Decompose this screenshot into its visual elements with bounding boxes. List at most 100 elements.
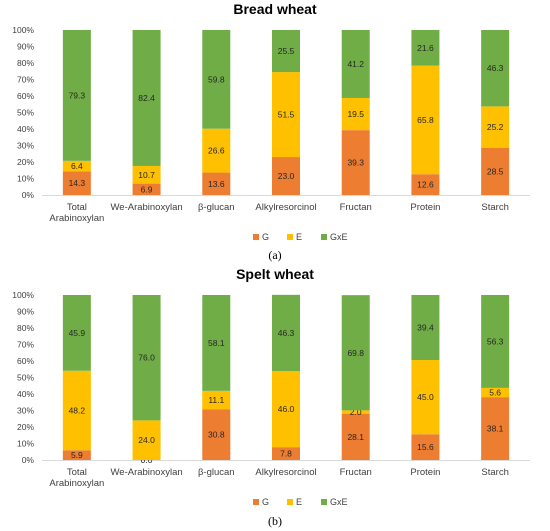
y-tick-label: 60% <box>17 356 34 366</box>
data-label-e-starch: 5.6 <box>489 388 501 398</box>
x-tick-label: Protein <box>410 202 440 213</box>
y-tick-label: 50% <box>17 373 34 383</box>
data-label-gxe-glucan: 58.1 <box>208 338 225 348</box>
bar-gxe-starch <box>481 295 510 388</box>
stacked-bar-chart-bread-wheat: 0% 10% 20% 30% 40% 50% 60% 70% 80% 90% 100% 14.3 6.4… <box>12 25 530 242</box>
bar-e-total-arabinoxylan <box>62 370 91 451</box>
data-label-e-fructan: 19.5 <box>347 109 364 119</box>
y-tick-label: 30% <box>17 406 34 416</box>
y-tick-label: 90% <box>17 42 34 52</box>
y-tick-label: 10% <box>17 439 34 449</box>
bar-g-starch <box>481 147 510 195</box>
data-label-e-total-arabinoxylan: 6.4 <box>71 161 83 171</box>
bar-g-starch <box>481 397 510 460</box>
y-tick-label: 90% <box>17 307 34 317</box>
data-label-e-glucan: 26.6 <box>208 146 225 156</box>
data-label-g-starch: 38.1 <box>487 424 504 434</box>
bar-gxe-alkylresorcinol <box>272 294 300 372</box>
data-label-e-alkylresorcinol: 51.5 <box>278 110 295 120</box>
data-label-g-total-arabinoxylan: 5.9 <box>71 450 83 460</box>
data-label-e-alkylresorcinol: 46.0 <box>278 404 295 414</box>
bar-g-glucan <box>202 409 231 460</box>
x-tick-label: Starch <box>481 202 508 213</box>
bar-gxe-glucan <box>202 30 231 129</box>
legend-swatch-g <box>253 499 259 505</box>
chart-title: Spelt wheat <box>236 266 314 282</box>
x-tick-label: β-glucan <box>198 202 235 213</box>
bar-g-alkylresorcinol <box>272 157 300 195</box>
bar-e-we-arabinoxylan <box>132 420 161 460</box>
bar-e-fructan <box>341 410 370 414</box>
data-label-g-fructan: 39.3 <box>347 158 364 168</box>
y-tick-label: 0% <box>22 455 35 465</box>
data-label-g-total-arabinoxylan: 14.3 <box>69 178 86 188</box>
bar-g-protein <box>411 174 440 195</box>
data-label-e-protein: 45.0 <box>417 392 434 402</box>
bar-g-total-arabinoxylan <box>62 450 91 460</box>
bar-gxe-fructan <box>341 295 370 411</box>
data-label-e-glucan: 11.1 <box>208 395 224 405</box>
y-tick-label: 50% <box>17 108 34 118</box>
data-label-e-we-arabinoxylan: 24.0 <box>138 435 155 445</box>
bar-e-glucan <box>202 390 231 410</box>
x-tick-label: β-glucan <box>198 467 235 478</box>
x-tick-label: Alkylresorcinol <box>255 467 316 478</box>
y-tick-label: 100% <box>12 290 34 300</box>
data-label-gxe-starch: 56.3 <box>487 336 504 346</box>
data-label-gxe-alkylresorcinol: 46.3 <box>278 328 295 338</box>
bar-gxe-starch <box>481 30 510 107</box>
legend-label-gxe: GxE <box>330 497 348 507</box>
legend-swatch-gxe <box>321 234 327 240</box>
y-tick-label: 80% <box>17 58 34 68</box>
bar-e-protein <box>411 360 440 435</box>
data-label-g-we-arabinoxylan: 6.9 <box>141 184 153 194</box>
bar-gxe-protein <box>411 295 440 361</box>
bar-gxe-fructan <box>341 30 370 98</box>
legend-swatch-e <box>287 499 293 505</box>
data-label-gxe-total-arabinoxylan: 45.9 <box>69 328 86 338</box>
data-label-g-protein: 15.6 <box>417 442 434 452</box>
x-tick-label: Total Arabinoxylan <box>49 202 104 224</box>
bar-gxe-protein <box>411 30 440 66</box>
data-label-gxe-we-arabinoxylan: 76.0 <box>138 353 155 363</box>
bar-e-we-arabinoxylan <box>132 165 161 184</box>
data-label-g-fructan: 28.1 <box>347 432 364 442</box>
stacked-bar-chart-spelt-wheat: 0% 10% 20% 30% 40% 50% 60% 70% 80% 90% 100% 5.9 48.2… <box>12 290 530 507</box>
bar-e-alkylresorcinol <box>272 72 300 158</box>
data-label-g-glucan: 13.6 <box>208 179 225 189</box>
x-tick-label: Protein <box>410 467 440 478</box>
y-tick-label: 60% <box>17 91 34 101</box>
bar-e-fructan <box>341 97 370 131</box>
bar-gxe-total-arabinoxylan <box>62 295 91 371</box>
bar-gxe-total-arabinoxylan <box>62 30 91 161</box>
y-tick-label: 20% <box>17 422 34 432</box>
bar-g-we-arabinoxylan <box>132 183 161 195</box>
bar-e-starch <box>481 106 510 148</box>
data-label-gxe-protein: 39.4 <box>417 323 434 333</box>
y-tick-label: 0% <box>22 190 35 200</box>
data-label-gxe-starch: 46.3 <box>487 63 504 73</box>
y-tick-label: 70% <box>17 340 34 350</box>
bar-g-fructan <box>341 413 370 460</box>
data-label-gxe-total-arabinoxylan: 79.3 <box>69 90 86 100</box>
bar-g-glucan <box>202 172 231 195</box>
chart-panel-bread-wheat: Bread wheat 0% 10% 20% 30% 40% 50% 60% 70% 80% 90… <box>12 1 530 262</box>
chart-title: Bread wheat <box>233 1 317 17</box>
y-tick-label: 10% <box>17 174 34 184</box>
data-label-gxe-protein: 21.6 <box>417 43 434 53</box>
y-tick-label: 20% <box>17 157 34 167</box>
data-label-gxe-glucan: 59.8 <box>208 74 225 84</box>
legend-label-g: G <box>262 497 269 507</box>
bar-g-total-arabinoxylan <box>62 171 91 195</box>
data-label-gxe-we-arabinoxylan: 82.4 <box>138 93 155 103</box>
bar-e-glucan <box>202 128 231 173</box>
x-tick-label: Total Arabinoxylan <box>49 467 104 489</box>
bar-gxe-we-arabinoxylan <box>132 30 161 166</box>
x-tick-label: We-Arabinoxylan <box>110 202 182 213</box>
data-label-g-glucan: 30.8 <box>208 430 225 440</box>
legend-swatch-e <box>287 234 293 240</box>
x-tick-label: We-Arabinoxylan <box>110 467 182 478</box>
chart-panel-spelt-wheat: Spelt wheat 0% 10% 20% 30% 40% 50% 60% 70% 80% 90… <box>0 265 550 531</box>
bar-gxe-we-arabinoxylan <box>132 295 161 421</box>
data-label-e-starch: 25.2 <box>487 122 504 132</box>
